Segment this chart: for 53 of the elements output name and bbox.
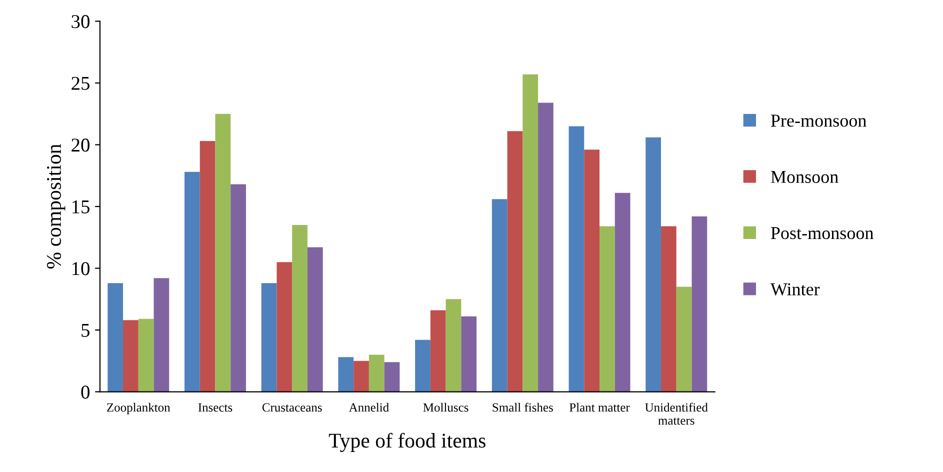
x-tick-label: Zooplankton	[107, 402, 170, 414]
bar	[154, 278, 170, 392]
bar	[184, 172, 200, 392]
y-tick-label: 5	[82, 324, 90, 337]
bar	[584, 150, 600, 392]
legend-label: Post-monsoon	[770, 227, 874, 240]
bar	[200, 141, 216, 392]
y-tick-label: 10	[72, 262, 90, 276]
bar	[307, 247, 323, 392]
bar	[415, 340, 430, 392]
bar	[446, 299, 462, 392]
legend-label: Winter	[770, 283, 820, 296]
x-tick-label: Annelid	[348, 402, 389, 412]
x-tick-label: Crustaceans	[262, 403, 322, 412]
legend-label: Monsoon	[770, 170, 838, 183]
bar	[276, 262, 292, 392]
x-tick-label: Small fishes	[492, 402, 553, 412]
bar	[614, 192, 630, 392]
y-tick-label: 25	[72, 76, 90, 90]
bar	[430, 310, 446, 392]
bar	[230, 184, 246, 392]
bar	[108, 283, 124, 392]
bar	[138, 318, 154, 392]
y-axis-title: % composition	[46, 144, 66, 269]
x-tick-label: Molluscs	[423, 402, 468, 412]
bar	[600, 226, 615, 392]
bar	[368, 354, 384, 392]
bar	[492, 199, 508, 392]
bar	[646, 137, 661, 392]
legend-label: Pre-monsoon	[770, 114, 866, 127]
bar	[692, 216, 708, 392]
bar	[261, 283, 277, 392]
bar	[215, 114, 231, 392]
bar	[354, 360, 369, 392]
y-tick-label: 20	[72, 138, 90, 152]
x-tick-label: Plant matter	[570, 402, 630, 412]
y-tick-label: 15	[72, 200, 90, 214]
bar	[538, 102, 554, 392]
bar	[292, 225, 308, 392]
y-tick-label: 30	[72, 15, 90, 28]
x-tick-label: Unidentified matters	[645, 402, 708, 425]
bar	[568, 126, 584, 392]
bar	[676, 286, 692, 392]
bar	[522, 74, 538, 392]
x-axis-title: Type of food items	[328, 432, 486, 452]
bar	[461, 316, 477, 392]
bar	[123, 320, 138, 392]
bar	[660, 226, 676, 392]
bar	[384, 362, 400, 392]
y-tick-label: 0	[81, 386, 90, 399]
x-tick-label: Insects	[198, 403, 232, 412]
bar	[338, 357, 354, 392]
bar	[507, 131, 523, 392]
